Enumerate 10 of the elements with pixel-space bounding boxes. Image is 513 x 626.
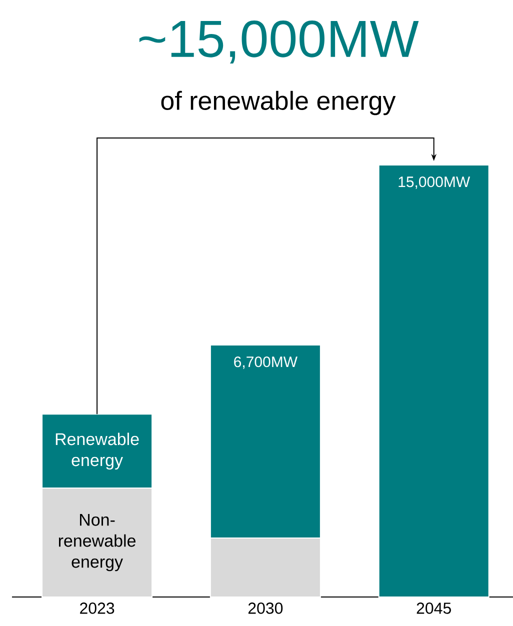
series-label: Non-renewable energy: [58, 514, 136, 572]
series-label: Renewable energy: [56, 432, 139, 470]
x-tick-label: 2023: [80, 602, 114, 614]
chart-subtitle: of renewable energy: [161, 90, 396, 116]
data-label: 6,700MW: [234, 356, 298, 369]
x-tick-label: 2045: [416, 602, 451, 614]
x-tick-label: 2030: [248, 602, 283, 614]
bar: [378, 164, 490, 598]
chart-title: ~15,000MW: [139, 20, 419, 64]
data-label: 15,000MW: [398, 176, 470, 189]
